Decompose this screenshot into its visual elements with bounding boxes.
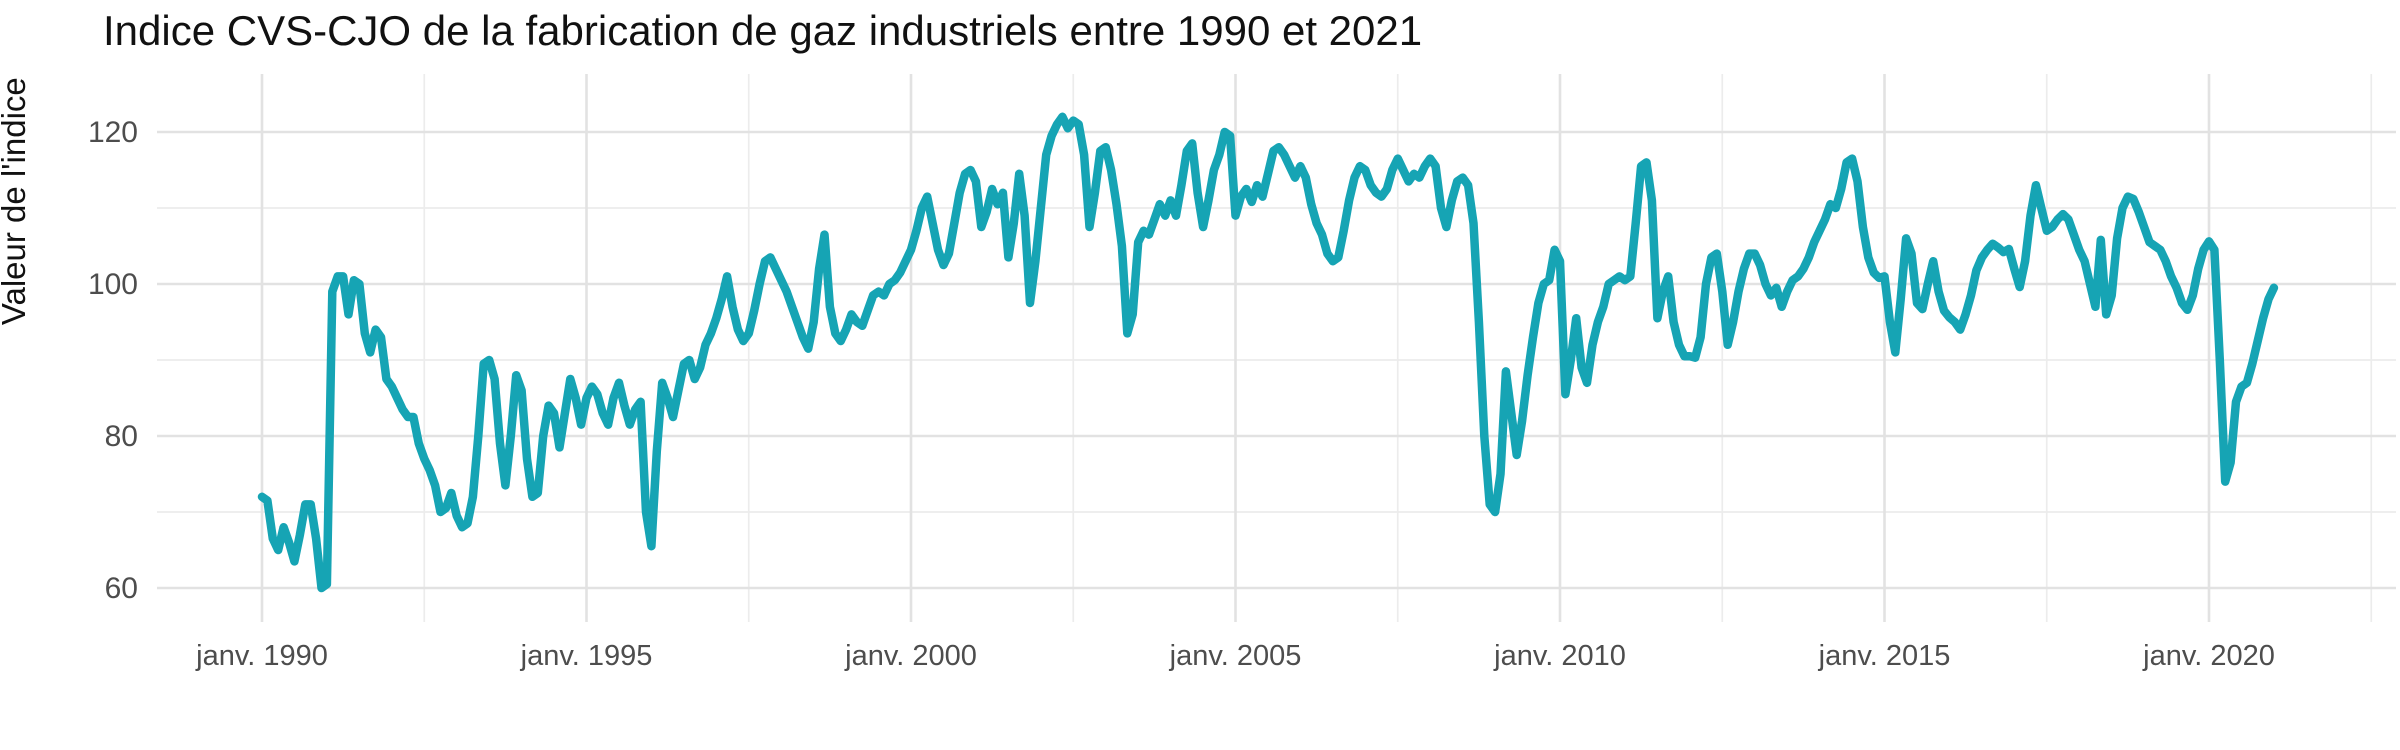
- y-tick-label: 80: [105, 420, 138, 453]
- y-tick-label: 120: [88, 116, 138, 149]
- x-tick-label: janv. 2020: [2142, 640, 2275, 672]
- y-tick-label: 60: [105, 572, 138, 605]
- axis-tick-labels: 60 80 100 120 janv. 1990 janv. 1995 janv. 2000…: [88, 116, 2275, 672]
- y-axis-title: Valeur de l'indice: [0, 77, 32, 326]
- x-tick-label: janv. 2000: [844, 640, 977, 672]
- chart-title: Indice CVS-CJO de la fabrication de gaz …: [103, 7, 1423, 54]
- data-series: [257, 112, 2279, 593]
- x-tick-label: janv. 2005: [1169, 640, 1302, 672]
- x-tick-label: janv. 2010: [1493, 640, 1626, 672]
- x-tick-label: janv. 1990: [195, 640, 328, 672]
- index-line: [257, 112, 2279, 593]
- gridlines-minor: [157, 74, 2396, 622]
- y-tick-label: 100: [88, 268, 138, 301]
- x-tick-label: janv. 1995: [520, 640, 653, 672]
- x-tick-label: janv. 2015: [1818, 640, 1951, 672]
